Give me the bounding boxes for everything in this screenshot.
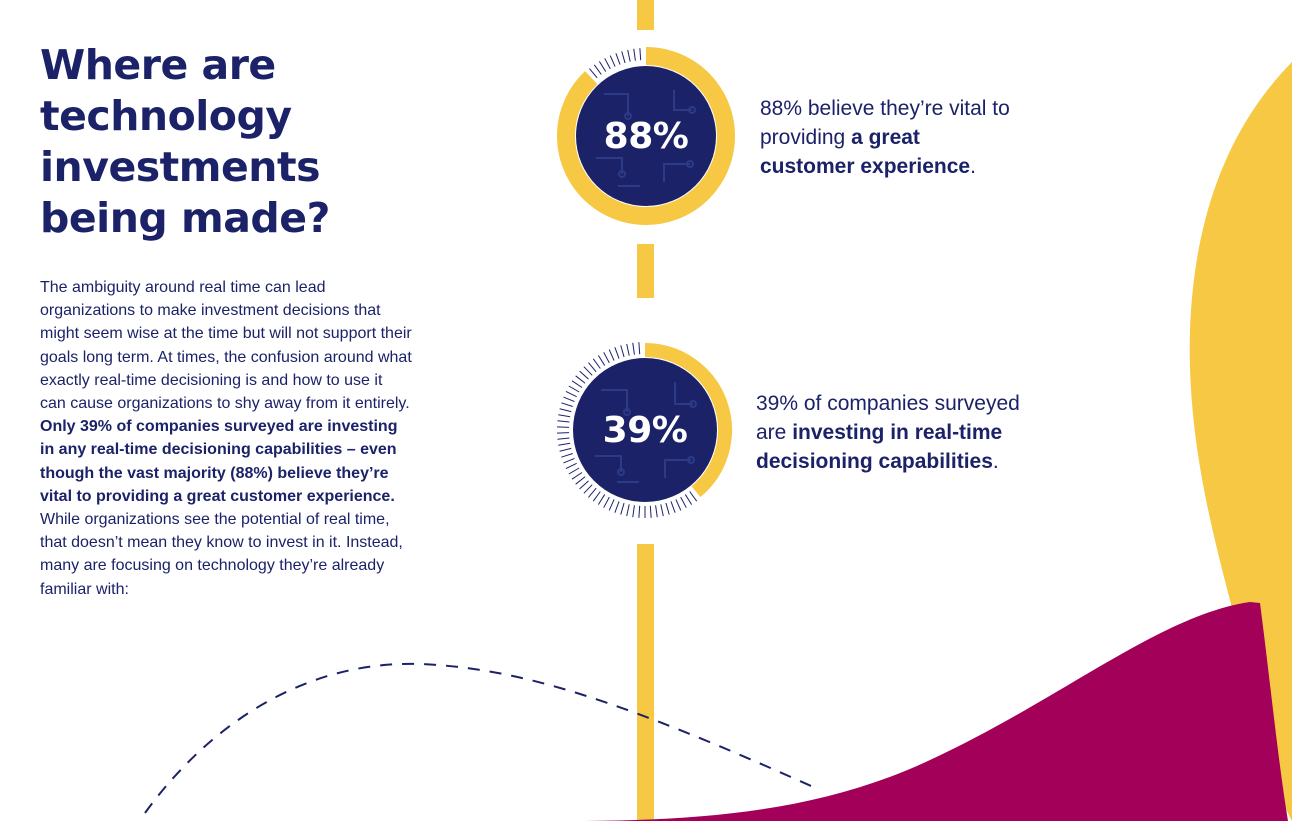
stat-highlight: investing in real-time decisioning capab… (756, 421, 1003, 473)
ring-tick (571, 380, 583, 388)
ring-tick (588, 487, 597, 498)
ring-tick (593, 64, 602, 75)
ring-tick (592, 491, 601, 502)
page-title: Where are technology investments being m… (40, 40, 380, 244)
ring-tick (563, 458, 575, 464)
ring-tick (638, 505, 641, 518)
ring-tick (620, 345, 625, 358)
ring-tick (598, 61, 607, 72)
ring-tick (565, 462, 577, 470)
ring-tick (608, 349, 615, 361)
ring-tick (632, 342, 635, 355)
ring-tick (589, 68, 598, 79)
ring-tick (603, 352, 610, 364)
stat-badge-39: 39% (555, 340, 735, 520)
body-outro: While organizations see the potential of… (40, 511, 403, 598)
ring-tick (561, 402, 573, 407)
ring-tick (575, 476, 586, 485)
progress-arc (644, 343, 732, 498)
ring-tick (614, 501, 620, 513)
stat-text: 39% of companies surveyed are (756, 392, 1020, 444)
ring-tick (592, 358, 601, 369)
stat-text-39: 39% of companies surveyed are investing … (756, 389, 1036, 476)
ring-tick (675, 499, 682, 511)
ring-tick (620, 502, 625, 515)
circuit-pattern (595, 382, 697, 483)
circuit-pattern (596, 90, 696, 187)
magenta-wave (568, 602, 1288, 821)
timeline-segment-bottom (637, 544, 654, 821)
ring-tick (626, 343, 630, 356)
ring-tick (633, 48, 636, 61)
progress-ring (557, 47, 735, 225)
stat-text: 88% believe they’re vital to providing (760, 97, 1010, 149)
ring-tick (561, 453, 573, 458)
stat-highlight: a great customer experience (760, 126, 971, 178)
ring-tick (568, 385, 580, 393)
stat-value: 39% (602, 409, 688, 451)
ring-tick (626, 504, 630, 517)
ring-tick (571, 472, 583, 480)
dashed-curve (144, 662, 821, 814)
ring-ticks (557, 342, 698, 518)
ring-tick (597, 494, 606, 505)
ring-tick (608, 499, 615, 511)
stat-badge-88: 88% (556, 46, 736, 226)
ring-tick (565, 390, 577, 398)
title-line: technology (40, 92, 292, 140)
ring-tick (655, 505, 658, 518)
stat-text-88: 88% believe they’re vital to providing a… (760, 94, 1015, 181)
ring-tick (627, 49, 631, 62)
ring-tick (649, 505, 652, 518)
body-emphasis: Only 39% of companies surveyed are inves… (40, 418, 398, 505)
ring-ticks (589, 48, 642, 79)
progress-arc (557, 47, 735, 225)
ring-tick (557, 420, 570, 423)
ring-tick (638, 342, 641, 355)
badge-center (576, 66, 716, 206)
ring-tick (615, 53, 621, 65)
ring-tick (684, 494, 693, 505)
stat-text-end: . (992, 450, 999, 473)
ring-tick (614, 347, 620, 359)
timeline-segment-top (637, 0, 654, 30)
ring-tick (665, 502, 670, 515)
ring-tick (579, 370, 589, 380)
ring-tick (583, 484, 593, 494)
ring-tick (559, 447, 572, 452)
ring-tick (579, 480, 589, 490)
stat-value: 88% (603, 115, 689, 157)
body-intro: The ambiguity around real time can lead … (40, 279, 412, 413)
stat-text-end: . (970, 155, 976, 178)
title-line: being made? (40, 194, 330, 242)
timeline-segment-middle (637, 244, 654, 298)
ring-tick (559, 408, 572, 413)
ring-tick (639, 48, 642, 61)
ring-tick (680, 496, 687, 508)
ring-tick (621, 51, 626, 64)
ring-tick (689, 491, 698, 502)
yellow-blob (1189, 62, 1292, 821)
ring-tick (558, 442, 571, 446)
ring-tick (588, 362, 597, 373)
ring-tick (568, 467, 580, 475)
ring-tick (609, 55, 616, 67)
badge-center (573, 358, 717, 502)
title-line: Where are (40, 41, 276, 89)
ring-tick (575, 375, 586, 384)
ring-tick (604, 58, 611, 70)
ring-tick (597, 355, 606, 366)
ring-tick (603, 496, 610, 508)
ring-tick (583, 366, 593, 376)
ring-tick (563, 396, 575, 402)
title-line: investments (40, 143, 321, 191)
ring-tick (557, 437, 570, 440)
body-paragraph: The ambiguity around real time can lead … (40, 276, 412, 601)
ring-tick (660, 504, 664, 517)
ring-tick (632, 505, 635, 518)
progress-ring (557, 342, 732, 518)
ring-tick (558, 414, 571, 418)
ring-tick (670, 501, 676, 513)
